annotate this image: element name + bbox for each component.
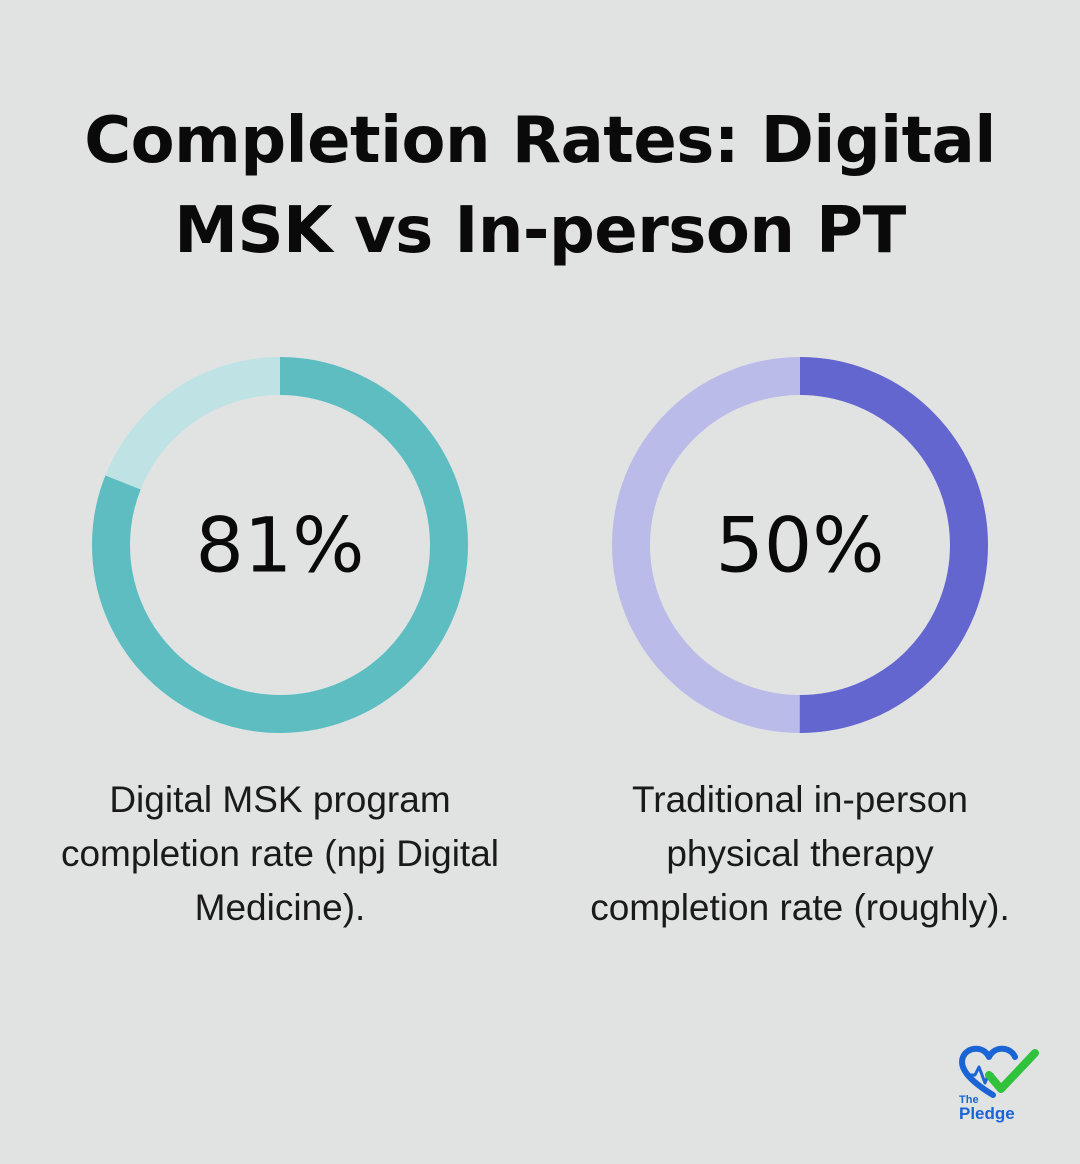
the-pledge-logo: The Pledge xyxy=(959,1045,1039,1123)
donut-value-label: 81% xyxy=(196,501,365,590)
in-person-pt-stat: 50% Traditional in-person physical thera… xyxy=(580,355,1020,935)
logo-text-pledge: Pledge xyxy=(959,1104,1015,1123)
donut-value-label: 50% xyxy=(716,501,885,590)
digital-msk-caption: Digital MSK program completion rate (npj… xyxy=(60,779,500,928)
page-title: Completion Rates: Digital MSK vs In-pers… xyxy=(84,104,996,268)
heart-check-icon xyxy=(959,1045,1039,1098)
donut-fill xyxy=(612,357,988,733)
in-person-pt-donut: 50% xyxy=(612,357,988,733)
digital-msk-donut: 81% xyxy=(92,357,468,733)
in-person-pt-caption: Traditional in-person physical therapy c… xyxy=(590,779,1010,928)
logo-text-the: The xyxy=(959,1094,979,1106)
donut-fill xyxy=(92,357,468,733)
digital-msk-stat: 81% Digital MSK program completion rate … xyxy=(60,355,500,935)
